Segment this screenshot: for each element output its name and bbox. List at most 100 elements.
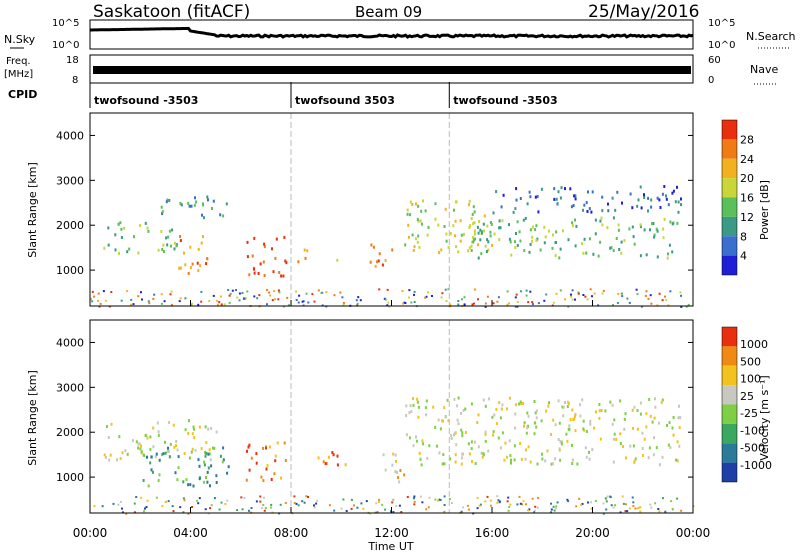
range-cell (559, 247, 562, 251)
range-cell (440, 248, 443, 252)
range-cell (473, 440, 476, 444)
range-cell (587, 190, 589, 194)
scatter-cell (474, 288, 477, 291)
range-cell (408, 411, 411, 415)
scatter-cell (522, 500, 525, 503)
range-cell (675, 458, 678, 462)
range-cell (567, 238, 570, 242)
range-cell (454, 200, 457, 204)
range-cell (274, 256, 277, 260)
range-cell (460, 411, 463, 415)
range-cell (160, 205, 163, 209)
range-cell (591, 448, 594, 451)
velocity-panel: 1000 2000 3000 4000 Slant Range [km] 1000 50… (26, 300, 772, 553)
range-cell (618, 248, 621, 251)
range-cell (324, 462, 327, 466)
scatter-cell (567, 305, 570, 308)
colorbar-swatch (722, 158, 737, 179)
range-cell (615, 237, 618, 240)
range-cell (453, 397, 456, 401)
scatter-cell (427, 506, 430, 509)
scatter-cell (413, 495, 416, 498)
scatter-cell (187, 512, 190, 515)
range-cell (513, 458, 516, 462)
range-cell (146, 226, 149, 230)
scatter-cell (664, 295, 666, 298)
colorbar-swatch (722, 365, 737, 386)
scatter-cell (476, 497, 479, 500)
range-cell (251, 254, 254, 258)
range-cell (571, 458, 574, 462)
range-cell (665, 197, 668, 201)
scatter-cell (555, 505, 558, 508)
scatter-cell (172, 510, 175, 513)
colorbar-swatch (722, 216, 737, 237)
range-cell (219, 213, 222, 217)
colorbar-tick-label: 20 (740, 172, 754, 185)
range-cell (457, 250, 460, 254)
range-cell (525, 431, 528, 435)
range-cell (179, 239, 182, 243)
range-cell (645, 425, 648, 429)
range-cell (540, 187, 543, 191)
range-cell (669, 446, 672, 449)
scatter-cell (509, 503, 512, 506)
range-cell (648, 446, 651, 450)
range-cell (414, 237, 417, 241)
range-cell (610, 246, 613, 250)
range-cell (201, 213, 203, 217)
range-cell (518, 402, 521, 406)
range-cell (150, 468, 153, 472)
scatter-cell (198, 497, 201, 500)
range-cell (119, 221, 122, 225)
range-cell (437, 223, 440, 227)
range-cell (441, 462, 444, 466)
range-cell (636, 204, 639, 208)
scatter-cell (404, 302, 407, 304)
range-cell (553, 197, 556, 201)
scatter-cell (305, 292, 308, 295)
range-cell (454, 460, 457, 464)
range-cell (526, 202, 529, 206)
scatter-cell (169, 293, 172, 296)
range-cell (203, 460, 206, 464)
scatter-cell (667, 304, 670, 307)
range-cell (519, 239, 522, 243)
range-cell (512, 210, 515, 214)
scatter-cell (258, 294, 261, 297)
scatter-cell (90, 297, 92, 300)
y-tick-label: 2000 (56, 426, 84, 439)
range-cell (476, 421, 479, 424)
range-cell (621, 201, 623, 205)
power-colorbar: 28 24 20 16 12 8 4 (721, 119, 754, 276)
range-cell (643, 193, 645, 197)
range-cell (215, 474, 218, 478)
range-cell (175, 244, 178, 248)
range-cell (624, 412, 627, 416)
scatter-cell (610, 504, 613, 507)
scatter-cell (268, 291, 271, 294)
scatter-cell (515, 293, 518, 296)
range-cell (562, 229, 564, 233)
scatter-cell (614, 504, 616, 507)
range-cell (152, 426, 155, 430)
range-cell (421, 222, 423, 226)
scatter-cell (590, 501, 592, 504)
range-cell (107, 226, 110, 230)
y-tick-label: 1000 (56, 471, 84, 484)
colorbar-tick-label: 12 (740, 211, 754, 224)
range-cell (579, 403, 581, 407)
colorbar-tick-label: -1000 (740, 459, 772, 472)
scatter-cell (419, 495, 422, 498)
range-cell (202, 203, 205, 207)
range-cell (473, 221, 476, 225)
range-cell (179, 235, 182, 238)
range-cell (417, 219, 420, 223)
range-cell (457, 422, 460, 426)
range-cell (652, 222, 655, 225)
range-cell (600, 216, 603, 220)
range-cell (461, 452, 464, 456)
scatter-cell (160, 302, 163, 305)
range-cell (477, 413, 480, 417)
scatter-cell (463, 303, 466, 306)
